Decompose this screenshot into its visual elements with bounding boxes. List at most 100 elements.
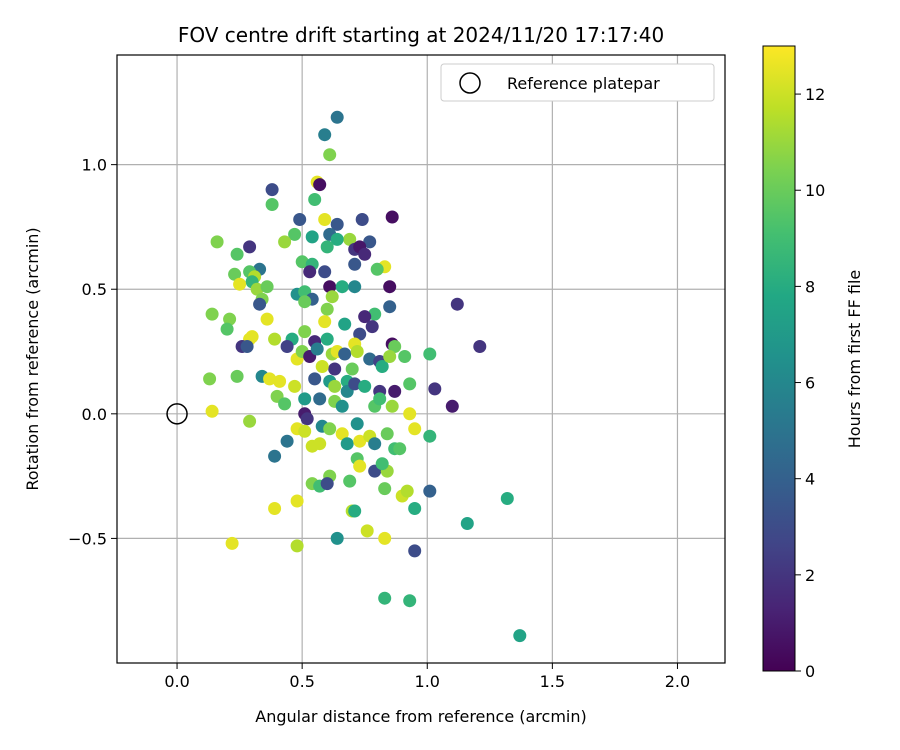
data-point [343, 232, 357, 246]
data-point [360, 524, 374, 538]
data-point [385, 399, 399, 413]
data-point [243, 240, 257, 254]
data-point [250, 282, 264, 296]
data-point [205, 404, 219, 418]
data-point [268, 332, 282, 346]
data-point [350, 417, 364, 431]
data-point [318, 265, 332, 279]
data-point [293, 213, 307, 226]
data-point [315, 360, 329, 373]
data-point [408, 502, 422, 515]
data-point [500, 492, 514, 505]
data-point [398, 350, 412, 363]
data-point [353, 434, 367, 448]
y-tick-label: 0.5 [82, 280, 107, 299]
data-point [403, 594, 417, 608]
data-point [358, 379, 372, 393]
data-point [318, 315, 332, 329]
data-point [298, 325, 312, 339]
data-point [370, 262, 384, 276]
data-point [323, 422, 337, 436]
data-point [263, 372, 277, 386]
data-point [383, 300, 397, 314]
x-tick-label: 2.0 [665, 672, 690, 691]
data-point [203, 372, 217, 386]
colorbar-tick-label: 0 [805, 662, 815, 681]
data-point [383, 350, 397, 363]
data-point [378, 482, 392, 496]
data-point [310, 342, 324, 356]
y-axis-label: Rotation from reference (arcmin) [23, 227, 42, 490]
data-point [298, 295, 312, 309]
data-point [320, 332, 334, 346]
data-point [423, 484, 437, 498]
data-point [323, 148, 337, 162]
data-point [323, 280, 337, 294]
data-point [245, 330, 259, 344]
data-point [403, 377, 417, 391]
data-point [378, 531, 392, 545]
data-point [450, 297, 464, 311]
data-point [408, 544, 422, 558]
data-point [303, 265, 317, 279]
data-point [305, 230, 319, 244]
data-point [393, 442, 407, 456]
data-point [298, 392, 312, 406]
data-point [388, 384, 402, 398]
data-point [290, 494, 304, 508]
data-point [298, 424, 312, 438]
data-point [350, 345, 364, 358]
data-point [423, 429, 437, 443]
data-point [355, 213, 369, 226]
data-point [313, 392, 327, 406]
data-point [338, 347, 352, 361]
colorbar-tick-label: 2 [805, 566, 815, 585]
data-point [373, 392, 387, 406]
data-point [330, 110, 344, 124]
data-point [290, 539, 304, 553]
data-point [353, 459, 367, 473]
grid [117, 55, 725, 663]
data-point [268, 502, 282, 515]
y-axis-ticks: −0.5 0.0 0.5 1.0 [68, 156, 117, 548]
data-point [318, 128, 332, 142]
data-point [408, 422, 422, 436]
data-point [335, 427, 349, 441]
data-point [428, 382, 442, 396]
data-point [345, 362, 359, 376]
data-point [330, 531, 344, 545]
data-point [320, 240, 334, 254]
data-point [380, 427, 394, 441]
chart-title: FOV centre drift starting at 2024/11/20 … [178, 23, 664, 47]
data-point [400, 484, 414, 498]
data-point [353, 327, 367, 341]
data-point [230, 369, 244, 383]
colorbar-tick-label: 8 [805, 277, 815, 296]
data-point [358, 310, 372, 324]
legend-label: Reference platepar [507, 74, 660, 93]
y-tick-label: 0.0 [82, 405, 107, 424]
data-points [166, 110, 527, 643]
legend-marker-circle-icon [459, 72, 481, 94]
data-point [348, 257, 362, 271]
data-point [288, 227, 302, 241]
data-point [280, 434, 294, 448]
colorbar-gradient [762, 45, 796, 672]
data-point [260, 312, 274, 326]
data-point [225, 536, 239, 550]
data-point [335, 399, 349, 413]
data-point [240, 340, 254, 353]
data-point [325, 290, 339, 304]
data-point [375, 360, 389, 373]
data-point [368, 307, 382, 321]
data-point [328, 379, 342, 393]
x-tick-label: 1.0 [415, 672, 440, 691]
data-point [335, 280, 349, 294]
data-point [423, 347, 437, 361]
data-point [383, 280, 397, 294]
data-point [513, 629, 527, 643]
data-point [445, 399, 459, 413]
x-tick-label: 1.5 [540, 672, 565, 691]
data-point [338, 317, 352, 331]
